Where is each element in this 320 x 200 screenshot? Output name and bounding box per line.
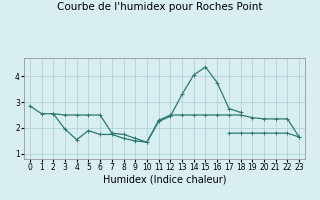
Text: Courbe de l'humidex pour Roches Point: Courbe de l'humidex pour Roches Point: [57, 2, 263, 12]
X-axis label: Humidex (Indice chaleur): Humidex (Indice chaleur): [103, 175, 226, 185]
